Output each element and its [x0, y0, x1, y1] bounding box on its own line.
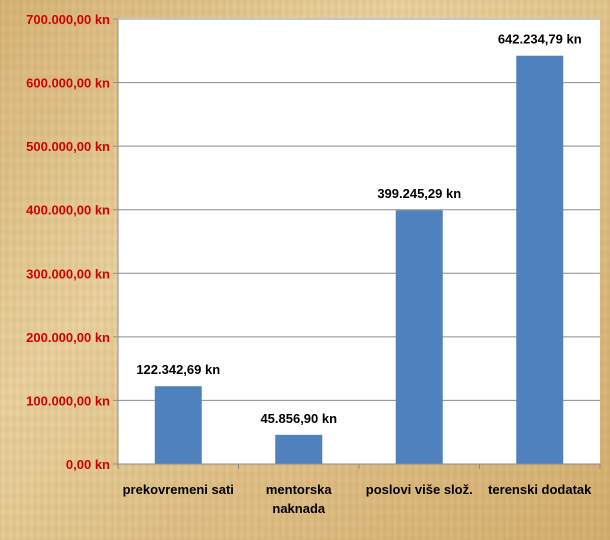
y-tick-label: 600.000,00 kn [26, 76, 110, 91]
y-axis-ticks: 0,00 kn 100.000,00 kn 200.000,00 kn 300.000… [26, 12, 118, 472]
bars [154, 55, 564, 464]
category-label: terenski dodatak [488, 482, 592, 497]
y-tick-label: 100.000,00 kn [26, 393, 110, 408]
category-label: naknada [272, 501, 326, 516]
y-tick-label: 200.000,00 kn [26, 330, 110, 345]
data-label: 122.342,69 kn [136, 362, 220, 377]
data-labels: 122.342,69 kn 45.856,90 kn 399.245,29 kn 64… [136, 32, 581, 426]
data-label: 399.245,29 kn [377, 186, 461, 201]
bar [516, 55, 564, 464]
y-tick-label: 500.000,00 kn [26, 139, 110, 154]
bar [395, 210, 443, 464]
category-label: mentorska [266, 482, 333, 497]
y-tick-label: 700.000,00 kn [26, 12, 110, 27]
y-tick-label: 400.000,00 kn [26, 203, 110, 218]
data-label: 642.234,79 kn [498, 32, 582, 47]
data-label: 45.856,90 kn [260, 411, 337, 426]
bar [275, 434, 323, 464]
bar [154, 386, 202, 464]
y-tick-label: 0,00 kn [66, 457, 110, 472]
category-label: prekovremeni sati [123, 482, 234, 497]
category-label: poslovi više slož. [366, 482, 473, 497]
y-tick-label: 300.000,00 kn [26, 266, 110, 281]
x-axis-categories: prekovremeni sati mentorska naknada poslovi… [117, 464, 601, 516]
